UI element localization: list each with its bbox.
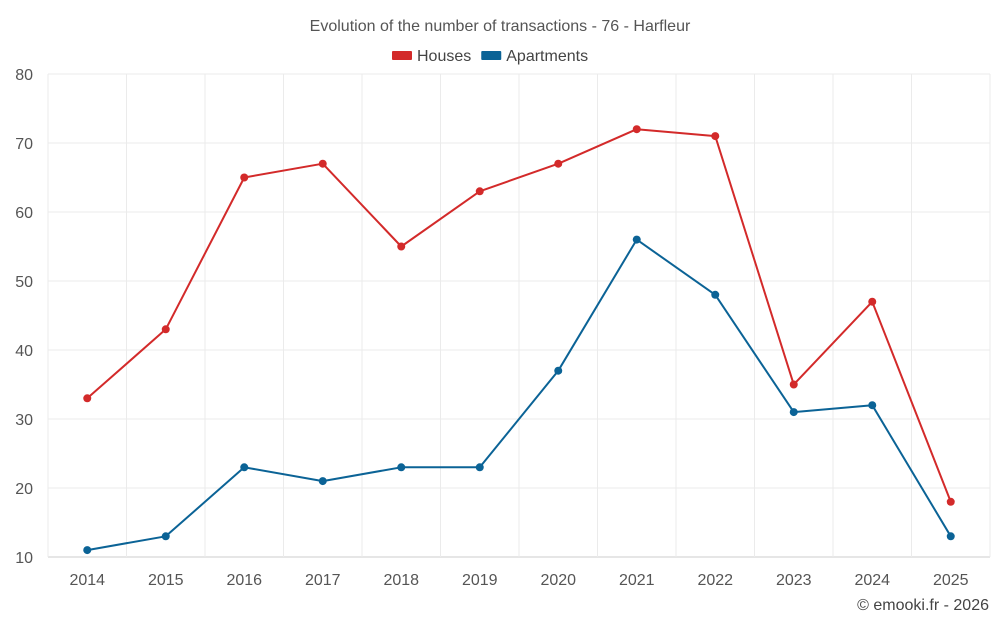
data-point-houses[interactable] — [318, 159, 327, 168]
legend-label-houses: Houses — [417, 48, 471, 65]
x-tick-label: 2023 — [776, 572, 812, 589]
data-point-houses[interactable] — [868, 297, 877, 306]
series-houses — [83, 125, 955, 506]
data-point-apartments[interactable] — [711, 290, 720, 299]
series-line-houses — [86, 128, 952, 503]
data-point-apartments[interactable] — [240, 463, 249, 472]
legend-item-houses[interactable]: Houses — [392, 48, 471, 65]
x-axis: 2014 2015 2016 2017 2018 2019 2020 2021 2022 2023… — [69, 572, 968, 589]
legend-item-apartments[interactable]: Apartments — [481, 48, 588, 65]
data-point-houses[interactable] — [632, 125, 641, 134]
data-point-apartments[interactable] — [397, 463, 406, 472]
grid — [47, 73, 991, 558]
y-tick-label: 80 — [15, 67, 33, 84]
data-point-houses[interactable] — [240, 173, 249, 182]
data-point-apartments[interactable] — [83, 546, 92, 555]
data-point-houses[interactable] — [946, 497, 955, 506]
data-point-apartments[interactable] — [161, 532, 170, 541]
y-tick-label: 60 — [15, 205, 33, 222]
legend-swatch-apartments — [481, 51, 502, 60]
x-tick-label: 2020 — [540, 572, 576, 589]
x-tick-label: 2014 — [69, 572, 105, 589]
x-tick-label: 2022 — [697, 572, 733, 589]
data-point-houses[interactable] — [475, 187, 484, 196]
x-tick-label: 2019 — [462, 572, 498, 589]
data-point-houses[interactable] — [161, 325, 170, 334]
data-point-apartments[interactable] — [868, 401, 877, 410]
x-tick-label: 2021 — [619, 572, 655, 589]
legend-label-apartments: Apartments — [506, 48, 588, 65]
x-tick-label: 2015 — [148, 572, 184, 589]
legend: Houses Apartments — [392, 48, 588, 65]
data-point-apartments[interactable] — [946, 532, 955, 541]
x-tick-label: 2018 — [383, 572, 419, 589]
x-tick-label: 2024 — [854, 572, 890, 589]
x-tick-label: 2025 — [933, 572, 969, 589]
data-point-houses[interactable] — [83, 394, 92, 403]
data-point-houses[interactable] — [554, 159, 563, 168]
x-tick-label: 2017 — [305, 572, 341, 589]
y-tick-label: 20 — [15, 481, 33, 498]
y-tick-label: 70 — [15, 136, 33, 153]
data-point-apartments[interactable] — [475, 463, 484, 472]
data-point-apartments[interactable] — [318, 477, 327, 486]
x-tick-label: 2016 — [226, 572, 262, 589]
data-point-apartments[interactable] — [554, 366, 563, 375]
data-point-apartments[interactable] — [789, 408, 798, 417]
chart-title: Evolution of the number of transactions … — [310, 18, 691, 35]
y-tick-label: 50 — [15, 274, 33, 291]
series-group — [83, 125, 955, 555]
y-tick-label: 10 — [15, 550, 33, 567]
series-line-apartments — [87, 238, 952, 552]
data-point-houses[interactable] — [397, 242, 406, 251]
data-point-houses[interactable] — [789, 380, 798, 389]
credit-text: © emooki.fr - 2026 — [857, 597, 989, 614]
y-axis: 10 20 30 40 50 60 70 80 — [15, 67, 33, 567]
y-tick-label: 40 — [15, 343, 33, 360]
series-apartments — [83, 235, 955, 555]
legend-swatch-houses — [392, 51, 412, 60]
data-point-apartments[interactable] — [632, 235, 641, 244]
data-point-houses[interactable] — [711, 132, 720, 141]
y-tick-label: 30 — [15, 412, 33, 429]
